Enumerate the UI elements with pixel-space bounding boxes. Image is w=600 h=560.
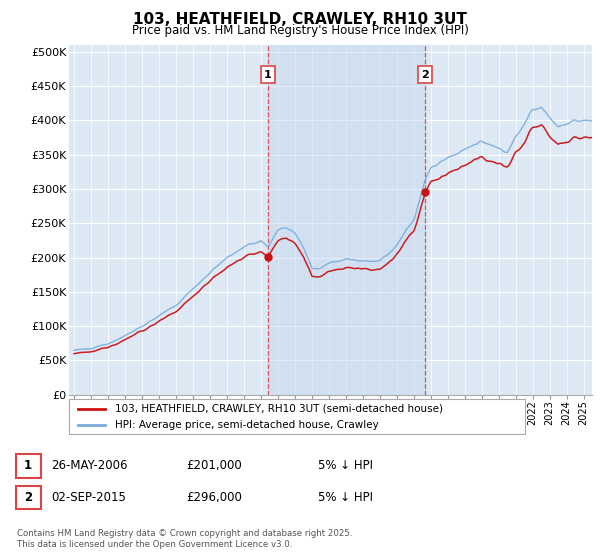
Text: 5% ↓ HPI: 5% ↓ HPI xyxy=(318,491,373,504)
Text: Contains HM Land Registry data © Crown copyright and database right 2025.
This d: Contains HM Land Registry data © Crown c… xyxy=(17,529,352,549)
Text: Price paid vs. HM Land Registry's House Price Index (HPI): Price paid vs. HM Land Registry's House … xyxy=(131,24,469,37)
Text: 5% ↓ HPI: 5% ↓ HPI xyxy=(318,459,373,473)
Text: HPI: Average price, semi-detached house, Crawley: HPI: Average price, semi-detached house,… xyxy=(115,419,379,430)
Text: 1: 1 xyxy=(24,459,32,473)
Text: £296,000: £296,000 xyxy=(186,491,242,504)
Text: £201,000: £201,000 xyxy=(186,459,242,473)
Text: 26-MAY-2006: 26-MAY-2006 xyxy=(51,459,128,473)
Text: 2: 2 xyxy=(24,491,32,504)
Text: 2: 2 xyxy=(421,69,429,80)
Text: 103, HEATHFIELD, CRAWLEY, RH10 3UT (semi-detached house): 103, HEATHFIELD, CRAWLEY, RH10 3UT (semi… xyxy=(115,404,443,414)
Text: 1: 1 xyxy=(264,69,272,80)
Text: 02-SEP-2015: 02-SEP-2015 xyxy=(51,491,126,504)
Text: 103, HEATHFIELD, CRAWLEY, RH10 3UT: 103, HEATHFIELD, CRAWLEY, RH10 3UT xyxy=(133,12,467,27)
Bar xyxy=(268,45,425,395)
